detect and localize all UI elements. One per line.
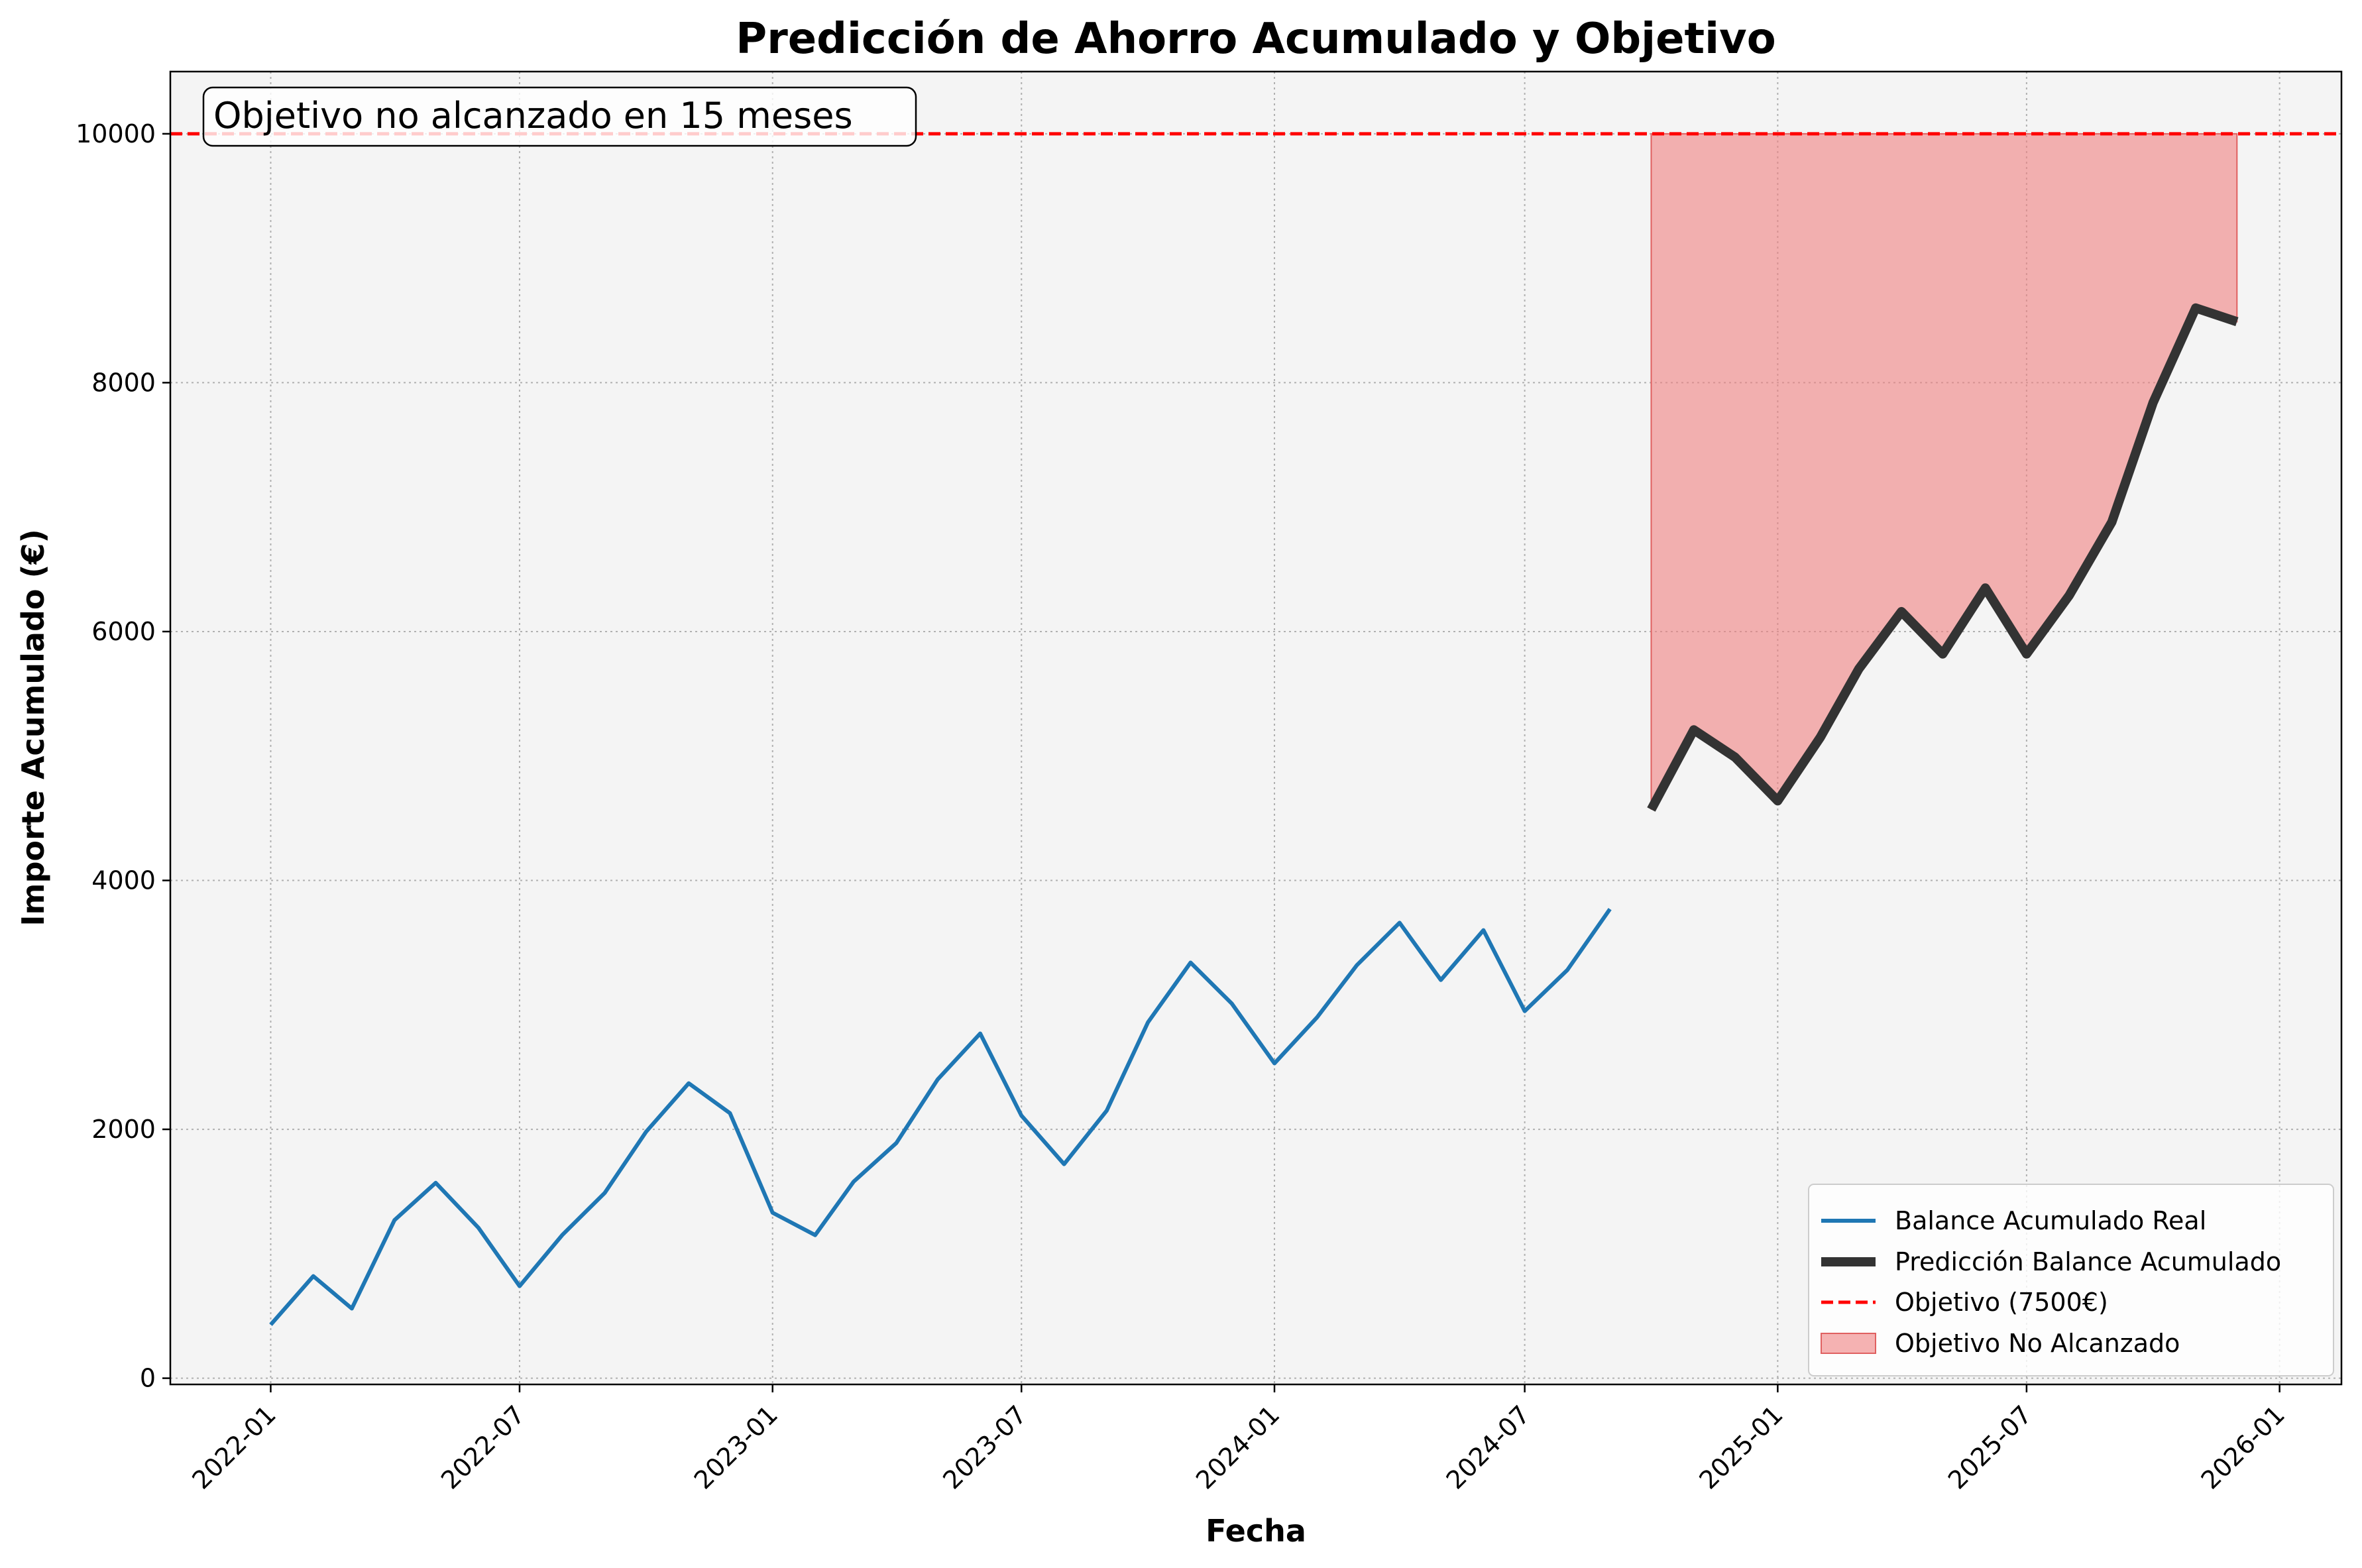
annotation-text: Objetivo no alcanzado en 15 meses xyxy=(213,95,853,137)
legend-frame xyxy=(1808,1184,2334,1376)
legend-label-shade: Objetivo No Alcanzado xyxy=(1895,1329,2180,1358)
x-axis-ticks: 2022-01 2022-07 2023-01 2023-07 2024-01 2024-… xyxy=(186,1384,2290,1495)
x-tick-label: 2024-07 xyxy=(1441,1400,1536,1494)
plot-frame xyxy=(169,70,2343,1386)
legend-label-target: Objetivo (7500€) xyxy=(1895,1288,2108,1317)
y-tick-label: 10000 xyxy=(76,119,156,148)
y-tick-label: 0 xyxy=(140,1364,156,1393)
x-tick-label: 2022-01 xyxy=(186,1400,281,1494)
series-lines xyxy=(269,303,2239,1326)
x-axis-label: Fecha xyxy=(1206,1513,1306,1549)
x-tick-label: 2024-01 xyxy=(1190,1400,1285,1494)
x-tick-label: 2023-01 xyxy=(689,1400,783,1494)
legend: Balance Acumulado Real Predicción Balanc… xyxy=(1808,1184,2334,1376)
legend-label-prediction: Predicción Balance Acumulado xyxy=(1895,1247,2281,1276)
x-tick-label: 2022-07 xyxy=(435,1400,530,1494)
legend-label-real: Balance Acumulado Real xyxy=(1895,1206,2206,1235)
chart-title: Predicción de Ahorro Acumulado y Objetiv… xyxy=(736,15,1775,64)
y-tick-label: 8000 xyxy=(91,368,156,397)
x-tick-label: 2025-07 xyxy=(1942,1400,2037,1494)
y-tick-label: 4000 xyxy=(91,866,156,895)
x-tick-label: 2026-01 xyxy=(2196,1400,2290,1494)
y-axis-label: Importe Acumulado (€) xyxy=(15,529,51,926)
annotation-box: Objetivo no alcanzado en 15 meses xyxy=(202,86,917,147)
y-axis-ticks: 0 2000 4000 6000 8000 10000 xyxy=(76,119,170,1393)
x-tick-label: 2023-07 xyxy=(937,1400,1032,1494)
legend-swatch-shade xyxy=(1821,1333,1876,1354)
y-tick-label: 6000 xyxy=(91,617,156,646)
x-tick-label: 2025-01 xyxy=(1693,1400,1788,1494)
y-tick-label: 2000 xyxy=(91,1115,156,1144)
